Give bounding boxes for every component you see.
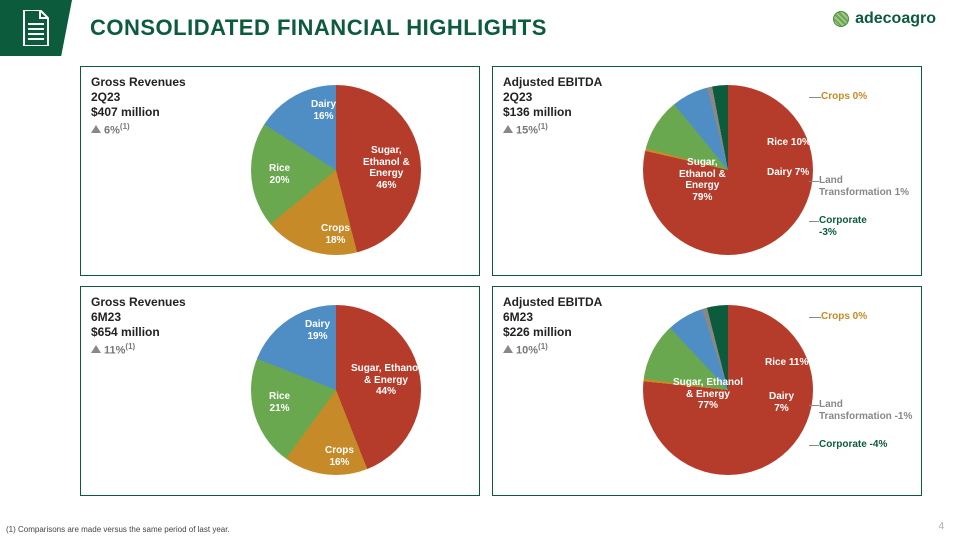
footnote: (1) Comparisons are made versus the same… [6, 525, 230, 534]
page-title: CONSOLIDATED FINANCIAL HIGHLIGHTS [90, 15, 547, 41]
external-label: Crops 0% [821, 91, 867, 103]
up-triangle-icon [503, 345, 513, 353]
leader-line [809, 405, 819, 406]
panel-ae2q23: Adjusted EBITDA2Q23$136 million15%(1)Sug… [492, 66, 922, 276]
external-label: Crops 0% [821, 311, 867, 323]
document-icon [21, 10, 51, 46]
slide-header: CONSOLIDATED FINANCIAL HIGHLIGHTS [0, 0, 960, 56]
panel-gr2q23: Gross Revenues2Q23$407 million6%(1)Sugar… [80, 66, 480, 276]
leader-line [809, 221, 819, 222]
leader-line [809, 317, 821, 318]
leader-line [809, 97, 821, 98]
external-label: Corporate -4% [819, 439, 887, 451]
up-triangle-icon [91, 345, 101, 353]
leader-line [809, 181, 819, 182]
logo-text: adecoagro [855, 10, 936, 28]
page-number: 4 [938, 521, 944, 532]
panel-ae6m23: Adjusted EBITDA6M23$226 million10%(1)Sug… [492, 286, 922, 496]
pie-chart: Sugar, Ethanol & Energy 46%Crops 18%Rice… [251, 85, 421, 255]
leader-line [809, 445, 819, 446]
company-logo: adecoagro [833, 10, 936, 28]
external-label: Land Transformation -1% [819, 399, 912, 422]
external-label: Corporate -3% [819, 215, 867, 238]
pie-chart: Sugar, Ethanol & Energy 44%Crops 16%Rice… [251, 305, 421, 475]
up-triangle-icon [503, 125, 513, 133]
charts-grid: Gross Revenues2Q23$407 million6%(1)Sugar… [80, 66, 922, 496]
external-label: Land Transformation 1% [819, 175, 909, 198]
panel-gr6m23: Gross Revenues6M23$654 million11%(1)Suga… [80, 286, 480, 496]
up-triangle-icon [91, 125, 101, 133]
pie-chart: Sugar, Ethanol & Energy 79%Rice 10%Dairy… [643, 85, 813, 255]
logo-mark-icon [833, 11, 849, 27]
pie-chart: Sugar, Ethanol & Energy 77%Rice 11%Dairy… [643, 305, 813, 475]
document-icon-bg [0, 0, 72, 56]
